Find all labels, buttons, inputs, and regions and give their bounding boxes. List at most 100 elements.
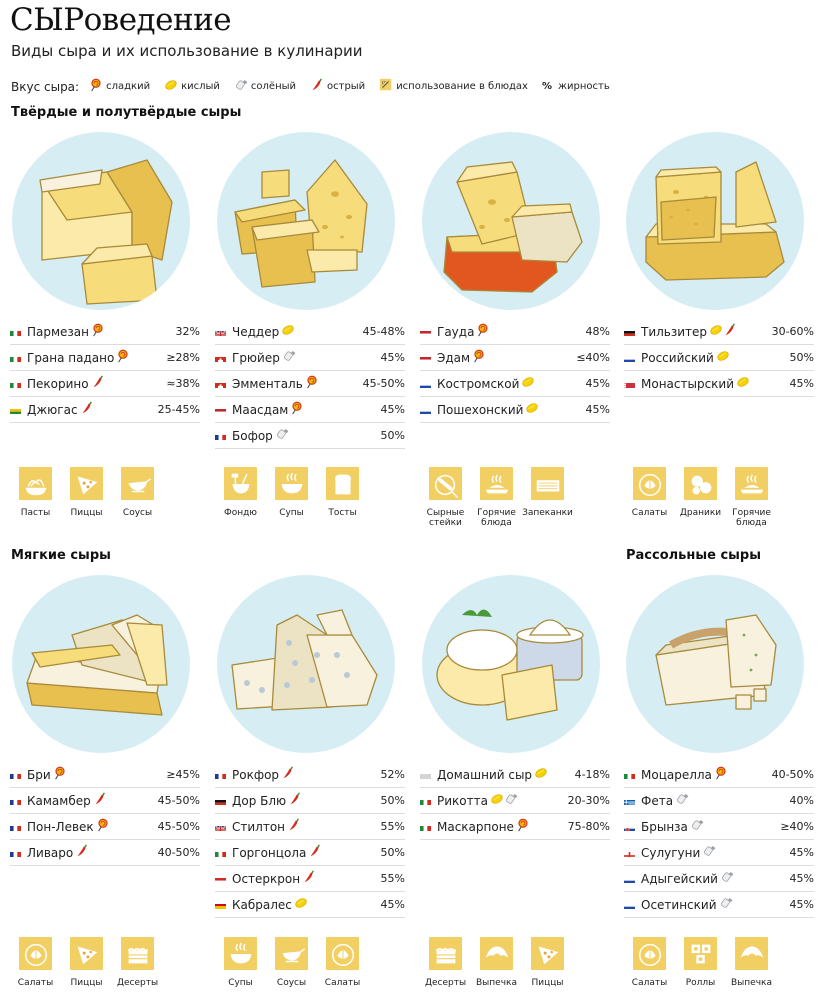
taste-icons xyxy=(702,844,716,861)
cheese-plate-illustration xyxy=(12,575,190,753)
dish-uses: Супы Соусы Салаты xyxy=(215,937,368,988)
fat-percent: 45% xyxy=(789,377,814,390)
fat-percent: 45% xyxy=(789,846,814,859)
fat-percent: ≥28% xyxy=(166,351,200,364)
salad-icon xyxy=(19,937,52,970)
cheese-row: Фета 40% xyxy=(624,788,814,814)
flag-icon-fr xyxy=(215,771,226,779)
dish-use-label: Десерты xyxy=(424,978,467,988)
flag-icon-nl xyxy=(420,354,431,362)
dish-use-item: Салаты xyxy=(317,937,368,988)
soup-bowl-icon xyxy=(224,937,257,970)
dish-use-label: Выпечка xyxy=(476,978,517,988)
dish-use-item: Выпечка xyxy=(726,937,777,988)
lollipop-icon xyxy=(516,818,530,835)
cheese-name: Моцарелла xyxy=(641,767,712,782)
lemon-icon xyxy=(525,401,539,418)
chili-pepper-icon xyxy=(93,792,107,809)
fat-percent: 75-80% xyxy=(567,820,610,833)
taste-icons xyxy=(720,870,734,887)
cheese-row: Монастырский 45% xyxy=(624,371,814,397)
dish-use-item: Фондю xyxy=(215,467,266,518)
cake-icon xyxy=(121,937,154,970)
flag-icon-gb xyxy=(215,328,226,336)
cheese-row: Рикотта 20-30% xyxy=(420,788,610,814)
cheese-row: Пармезан 32% xyxy=(10,319,200,345)
dish-uses: Салаты Пиццы Десерты xyxy=(10,937,163,988)
chili-pepper-icon xyxy=(80,401,94,418)
cheese-name: Бри xyxy=(27,767,51,782)
cheese-name: Рикотта xyxy=(437,793,488,808)
fondue-icon xyxy=(224,467,257,500)
lemon-icon xyxy=(164,78,181,95)
taste-icons xyxy=(282,349,296,366)
flag-icon-sk xyxy=(624,823,635,831)
pizza-icon xyxy=(70,937,103,970)
taste-icons xyxy=(281,323,295,340)
cheese-row: Бофор 50% xyxy=(215,423,405,449)
dish-uses: Пасты Пиццы Соусы xyxy=(10,467,163,518)
lollipop-icon xyxy=(714,766,728,783)
legend-use: использование в блюдах xyxy=(379,78,528,95)
dish-uses: Сырные стейки Горячие блюда Запеканки xyxy=(420,467,573,528)
cheese-name: Камамбер xyxy=(27,793,91,808)
cheese-row: Домашний сыр 4-18% xyxy=(420,762,610,788)
dish-use-label: Салаты xyxy=(17,978,54,988)
page-subtitle: Виды сыра и их использование в кулинарии xyxy=(11,42,363,60)
cheese-name: Ливаро xyxy=(27,845,74,860)
fat-percent: 45% xyxy=(380,403,405,416)
dish-use-label: Соусы xyxy=(122,508,153,518)
percent-icon: % xyxy=(541,81,552,92)
legend-label: сладкий xyxy=(106,81,151,92)
fat-percent: 50% xyxy=(380,846,405,859)
cheese-plate-illustration xyxy=(626,132,804,310)
fat-percent: 52% xyxy=(380,768,405,781)
taste-icons xyxy=(516,818,530,835)
lemon-icon xyxy=(716,349,730,366)
taste-icons xyxy=(719,896,733,913)
cheese-row: Ливаро 40-50% xyxy=(10,840,200,866)
chili-pepper-icon xyxy=(723,323,737,340)
cheese-row: Адыгейский 45% xyxy=(624,866,814,892)
legend-sour: кислый xyxy=(164,78,220,95)
flag-icon-none xyxy=(420,771,431,779)
lollipop-icon xyxy=(89,78,106,95)
cheese-name: Эдам xyxy=(437,350,471,365)
cheese-plate-illustration xyxy=(422,575,600,753)
fat-percent: ≥45% xyxy=(166,768,200,781)
dish-icon xyxy=(379,78,396,95)
cheese-row: Бри ≥45% xyxy=(10,762,200,788)
flag-icon-ru xyxy=(624,901,635,909)
cheese-row: Осетинский 45% xyxy=(624,892,814,918)
cake-icon xyxy=(429,937,462,970)
dish-use-label: Запеканки xyxy=(522,508,573,518)
cheese-list: Чеддер 45-48% Грюйер 45% Эмменталь 45-50% Маас… xyxy=(215,319,405,449)
dish-uses: Десерты Выпечка Пиццы xyxy=(420,937,573,988)
legend-label: острый xyxy=(327,81,366,92)
salt-shaker-icon xyxy=(282,349,296,366)
chili-pepper-icon xyxy=(288,792,302,809)
cheese-row: Костромской 45% xyxy=(420,371,610,397)
fat-percent: 45-48% xyxy=(362,325,405,338)
dish-use-item: Тосты xyxy=(317,467,368,518)
cheese-row: Маскарпоне 75-80% xyxy=(420,814,610,840)
cheese-row: Грюйер 45% xyxy=(215,345,405,371)
hot-dish-icon xyxy=(480,467,513,500)
cheese-plate-illustration xyxy=(422,132,600,310)
section-title-hard: Твёрдые и полутвёрдые сыры xyxy=(11,105,242,120)
flag-icon-ge xyxy=(624,849,635,857)
salt-shaker-icon xyxy=(720,870,734,887)
cheese-row: Стилтон 55% xyxy=(215,814,405,840)
sauce-boat-icon xyxy=(275,937,308,970)
flag-icon-fr xyxy=(10,823,21,831)
dish-use-item: Горячие блюда xyxy=(726,467,777,528)
chili-pepper-icon xyxy=(310,78,327,95)
fat-percent: 45% xyxy=(789,872,814,885)
fat-percent: 45% xyxy=(585,403,610,416)
soup-bowl-icon xyxy=(275,467,308,500)
dish-use-item: Выпечка xyxy=(471,937,522,988)
cheese-row: Российский 50% xyxy=(624,345,814,371)
cheese-name: Остеркрон xyxy=(232,871,301,886)
cheese-name: Гауда xyxy=(437,324,475,339)
lemon-icon xyxy=(521,375,535,392)
